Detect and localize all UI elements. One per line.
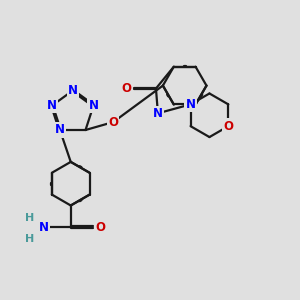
- Text: O: O: [121, 82, 131, 95]
- Text: N: N: [55, 124, 65, 136]
- Text: N: N: [88, 99, 98, 112]
- Text: N: N: [47, 99, 57, 112]
- Text: O: O: [95, 221, 106, 234]
- Text: H: H: [26, 213, 35, 224]
- Text: N: N: [186, 98, 196, 111]
- Text: O: O: [108, 116, 118, 129]
- Text: N: N: [153, 107, 163, 120]
- Text: N: N: [68, 84, 78, 97]
- Text: H: H: [26, 234, 35, 244]
- Text: N: N: [39, 221, 49, 234]
- Text: O: O: [223, 120, 233, 133]
